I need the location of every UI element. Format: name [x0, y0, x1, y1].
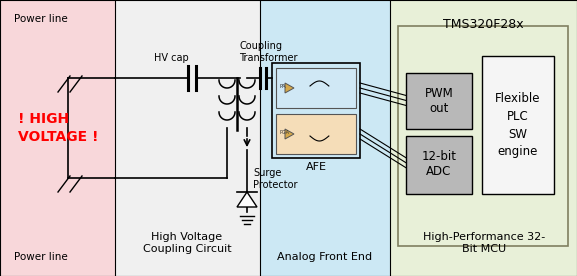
Text: Analog Front End: Analog Front End	[278, 252, 373, 262]
Text: AFE: AFE	[305, 162, 327, 172]
Bar	[260, 0, 390, 276]
Text: PGA: PGA	[280, 131, 290, 136]
Bar	[115, 0, 260, 276]
Text: PA: PA	[280, 84, 287, 89]
Text: Flexible
PLC
SW
engine: Flexible PLC SW engine	[495, 92, 541, 158]
Text: Power line: Power line	[14, 252, 68, 262]
Text: 12-bit
ADC: 12-bit ADC	[422, 150, 456, 178]
Text: PWM
out: PWM out	[425, 87, 454, 115]
Bar	[398, 26, 568, 246]
Text: High Voltage
Coupling Circuit: High Voltage Coupling Circuit	[143, 232, 231, 254]
Text: ! HIGH
VOLTAGE !: ! HIGH VOLTAGE !	[18, 112, 99, 144]
Bar	[390, 0, 577, 276]
Text: Surge
Protector: Surge Protector	[253, 168, 298, 190]
Polygon shape	[285, 83, 294, 93]
Bar	[482, 56, 554, 194]
Polygon shape	[237, 192, 257, 207]
Text: High-Performance 32-
Bit MCU: High-Performance 32- Bit MCU	[423, 232, 545, 254]
Bar	[406, 73, 472, 129]
Bar	[276, 114, 356, 154]
Bar	[272, 63, 360, 158]
Bar	[0, 0, 115, 276]
Polygon shape	[285, 129, 294, 139]
Text: TMS320F28x: TMS320F28x	[443, 18, 523, 31]
Bar	[276, 68, 356, 108]
Text: Coupling
Transformer: Coupling Transformer	[239, 41, 298, 63]
Bar	[406, 136, 472, 194]
Text: HV cap: HV cap	[154, 53, 189, 63]
Text: Power line: Power line	[14, 14, 68, 24]
